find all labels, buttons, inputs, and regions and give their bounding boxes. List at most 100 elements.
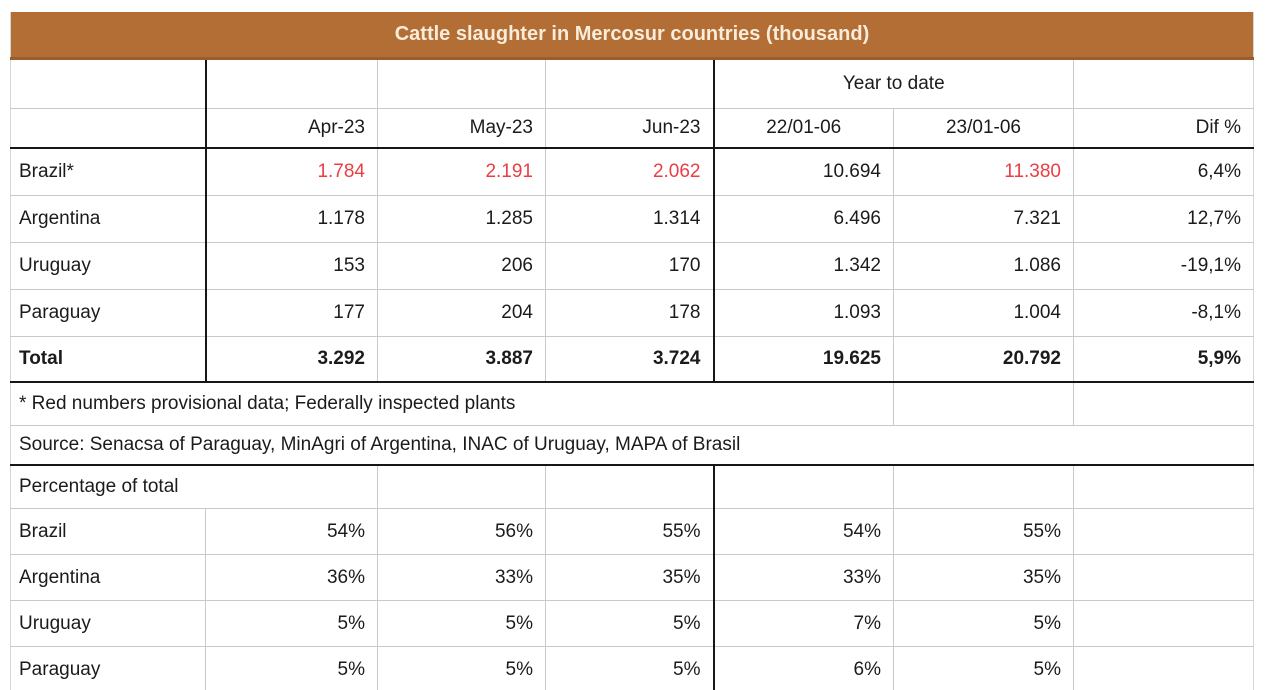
value-cell: 170 [545,242,715,290]
pct-row-uruguay: Uruguay 5% 5% 5% 7% 5% [10,600,1254,647]
value-cell: 6.496 [713,195,894,243]
value-cell: 35% [893,554,1074,601]
row-label: Paraguay [10,289,207,337]
value-cell: 5% [205,600,378,647]
table-row-uruguay: Uruguay 153 206 170 1.342 1.086 -19,1% [10,242,1254,290]
value-cell: 1.004 [893,289,1074,337]
footnote-row: * Red numbers provisional data; Federall… [10,382,1254,426]
table-title: Cattle slaughter in Mercosur countries (… [10,12,1254,60]
spacer-cell [893,465,1074,509]
spacer-cell [377,58,546,109]
value-cell: 1.086 [893,242,1074,290]
value-cell: 12,7% [1073,195,1254,243]
table-row-paraguay: Paraguay 177 204 178 1.093 1.004 -8,1% [10,289,1254,337]
table-row-argentina: Argentina 1.178 1.285 1.314 6.496 7.321 12,7% [10,195,1254,243]
value-cell: 56% [377,508,546,555]
row-label: Uruguay [10,600,206,647]
value-cell: 5,9% [1073,336,1254,383]
row-label: Brazil* [10,148,207,196]
value-cell: 6% [713,646,894,690]
spacer-cell [713,382,894,426]
spacer-cell [377,465,546,509]
title-row: Cattle slaughter in Mercosur countries (… [10,12,1254,60]
row-label: Total [10,336,207,383]
value-cell: 1.178 [205,195,378,243]
column-header-row: Apr-23 May-23 Jun-23 22/01-06 23/01-06 D… [10,108,1254,149]
col-header-23-01-06: 23/01-06 [893,108,1074,149]
table-row-brazil: Brazil* 1.784 2.191 2.062 10.694 11.380 6,4% [10,148,1254,196]
value-cell: 35% [545,554,715,601]
value-cell: 20.792 [893,336,1074,383]
value-cell: 55% [545,508,715,555]
value-cell: 2.191 [377,148,546,196]
col-header-jun-23: Jun-23 [545,108,715,149]
col-header-may-23: May-23 [377,108,546,149]
value-cell: 54% [713,508,894,555]
value-cell: 5% [545,600,715,647]
value-cell: 1.342 [713,242,894,290]
spacer-cell [713,465,894,509]
row-label: Paraguay [10,646,206,690]
pct-row-brazil: Brazil 54% 56% 55% 54% 55% [10,508,1254,555]
value-cell: 177 [205,289,378,337]
value-cell: 7% [713,600,894,647]
value-cell: 3.887 [377,336,546,383]
value-cell: 206 [377,242,546,290]
value-cell: 5% [545,646,715,690]
value-cell: 5% [893,646,1074,690]
value-cell: 1.314 [545,195,715,243]
value-cell: 11.380 [893,148,1074,196]
value-cell: 204 [377,289,546,337]
value-cell: 5% [377,600,546,647]
value-cell: 36% [205,554,378,601]
value-cell: -8,1% [1073,289,1254,337]
value-cell: 54% [205,508,378,555]
row-label: Uruguay [10,242,207,290]
row-label: Brazil [10,508,206,555]
spacer-cell [205,465,378,509]
value-cell: 5% [893,600,1074,647]
spacer-cell [10,58,207,109]
pct-row-argentina: Argentina 36% 33% 35% 33% 35% [10,554,1254,601]
value-cell: 33% [713,554,894,601]
value-cell: 1.285 [377,195,546,243]
col-header-apr-23: Apr-23 [205,108,378,149]
value-cell: 6,4% [1073,148,1254,196]
percentage-section-title: Percentage of total [10,465,206,509]
value-cell: 33% [377,554,546,601]
value-cell [1073,646,1254,690]
spacer-cell [1073,382,1254,426]
row-label: Argentina [10,554,206,601]
source-note: Source: Senacsa of Paraguay, MinAgri of … [10,425,1254,466]
value-cell: 5% [205,646,378,690]
value-cell: 153 [205,242,378,290]
value-cell [1073,600,1254,647]
value-cell: 178 [545,289,715,337]
row-label: Argentina [10,195,207,243]
value-cell [1073,554,1254,601]
value-cell: 55% [893,508,1074,555]
value-cell: 3.292 [205,336,378,383]
value-cell: 3.724 [545,336,715,383]
pct-row-paraguay: Paraguay 5% 5% 5% 6% 5% [10,646,1254,690]
year-to-date-header: Year to date [713,58,1074,109]
percentage-section-header-row: Percentage of total [10,465,1254,509]
spacer-cell [545,58,715,109]
value-cell: 7.321 [893,195,1074,243]
corner-cell [10,108,207,149]
value-cell: 1.093 [713,289,894,337]
col-header-22-01-06: 22/01-06 [713,108,894,149]
value-cell: 1.784 [205,148,378,196]
value-cell [1073,508,1254,555]
year-to-date-row: Year to date [10,58,1254,109]
value-cell: 2.062 [545,148,715,196]
col-header-dif-pct: Dif % [1073,108,1254,149]
table-row-total: Total 3.292 3.887 3.724 19.625 20.792 5,9% [10,336,1254,383]
source-row: Source: Senacsa of Paraguay, MinAgri of … [10,425,1254,466]
spacer-cell [545,465,715,509]
value-cell: 10.694 [713,148,894,196]
spacer-cell [893,382,1074,426]
value-cell: 5% [377,646,546,690]
value-cell: -19,1% [1073,242,1254,290]
